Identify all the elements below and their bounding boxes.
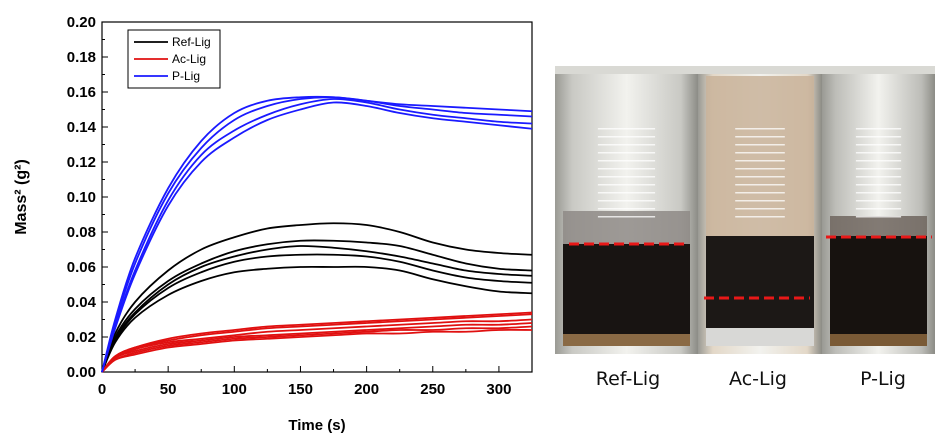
y-tick-label: 0.20 [67, 14, 96, 31]
series-line-ac-lig [101, 328, 533, 373]
graduation-mark [855, 192, 902, 194]
graduation-mark [735, 200, 785, 202]
chart-axes: 0.00 0.02 0.04 0.06 0.08 0.10 0.12 0.14 0.16 0.18… [67, 14, 533, 398]
graduation-mark [735, 128, 785, 130]
series-ref-lig [101, 222, 533, 373]
series-line-ref-lig [101, 253, 533, 373]
graduation-mark [597, 192, 656, 194]
legend-label: Ref-Lig [172, 35, 211, 49]
series-line-p-lig [101, 101, 533, 373]
graduation-mark [735, 208, 785, 210]
x-tick-label: 150 [288, 381, 313, 398]
series-p-lig [101, 95, 533, 373]
photo-label-ref-lig: Ref-Lig [595, 368, 661, 390]
y-tick-label: 0.00 [67, 364, 96, 381]
y-tick-label: 0.12 [67, 154, 96, 171]
graduation-mark [855, 176, 902, 178]
graduation-mark [735, 168, 785, 170]
y-tick-label: 0.16 [67, 84, 96, 101]
graduation-mark [855, 208, 902, 210]
series-ac-lig [101, 311, 533, 373]
x-tick-label: 50 [160, 381, 177, 398]
x-tick-label: 100 [222, 381, 247, 398]
graduation-mark [597, 168, 656, 170]
chart-legend: Ref-Lig Ac-Lig P-Lig [127, 29, 221, 89]
x-tick-label: 0 [98, 381, 106, 398]
series-line-ref-lig [101, 245, 533, 373]
graduation-mark [597, 184, 656, 186]
series-line-p-lig [101, 96, 533, 373]
x-tick-label: 250 [420, 381, 445, 398]
photo-p-lig-beaker [822, 66, 935, 354]
graduation-mark [855, 136, 902, 138]
y-tick-label: 0.04 [67, 294, 97, 311]
graduation-mark [597, 152, 656, 154]
chart-series [101, 95, 533, 373]
photo-ac-lig-beaker [698, 66, 822, 354]
series-line-p-lig [101, 98, 533, 373]
graduation-mark [855, 128, 902, 130]
graduation-mark [735, 136, 785, 138]
series-line-ac-lig [101, 325, 533, 373]
graduation-mark [597, 208, 656, 210]
dark-liquid [830, 236, 927, 334]
graduation-mark [735, 192, 785, 194]
graduation-mark [855, 144, 902, 146]
graduation-mark [735, 184, 785, 186]
series-line-ref-lig [101, 239, 533, 373]
graduation-mark [735, 160, 785, 162]
bottom-sediment [830, 334, 927, 346]
x-tick-label: 200 [354, 381, 379, 398]
graduation-mark [597, 144, 656, 146]
legend-box [127, 29, 221, 89]
legend-label: Ac-Lig [172, 52, 206, 66]
series-line-ac-lig [101, 313, 533, 373]
legend-label: P-Lig [172, 69, 200, 83]
series-line-ac-lig [101, 318, 533, 373]
x-tick-label: 300 [486, 381, 511, 398]
graduation-mark [855, 152, 902, 154]
y-tick-label: 0.02 [67, 329, 96, 346]
photo-label-ac-lig: Ac-Lig [729, 368, 787, 390]
dark-liquid [563, 244, 690, 334]
bottom-sediment [706, 328, 814, 346]
graduation-mark [855, 184, 902, 186]
series-line-ref-lig [101, 222, 533, 373]
graduation-mark [597, 160, 656, 162]
graduation-mark [855, 216, 902, 218]
y-tick-label: 0.06 [67, 259, 96, 276]
photo-ref-lig-beaker [555, 66, 698, 354]
graduation-mark [735, 152, 785, 154]
graduation-mark [597, 176, 656, 178]
beaker-illustration [555, 66, 698, 346]
beaker-illustration [698, 66, 822, 346]
y-tick-label: 0.08 [67, 224, 96, 241]
upper-material [706, 76, 814, 236]
x-axis-label: Time (s) [288, 417, 345, 434]
upper-material [563, 211, 690, 244]
photo-label-p-lig: P-Lig [860, 368, 906, 390]
beaker-illustration [822, 66, 935, 346]
upper-material [830, 216, 927, 236]
graduation-mark [855, 200, 902, 202]
y-tick-label: 0.18 [67, 49, 96, 66]
graduation-mark [597, 128, 656, 130]
graduation-mark [597, 216, 656, 218]
series-line-ref-lig [101, 265, 533, 373]
graduation-mark [855, 168, 902, 170]
y-tick-label: 0.14 [67, 119, 97, 136]
dark-liquid [706, 236, 814, 328]
graduation-mark [597, 136, 656, 138]
y-tick-label: 0.10 [67, 189, 96, 206]
graduation-mark [735, 144, 785, 146]
graduation-mark [855, 160, 902, 162]
series-line-ac-lig [101, 322, 533, 373]
graduation-mark [597, 200, 656, 202]
graduation-mark [735, 176, 785, 178]
y-axis-label: Mass² (g²) [13, 159, 30, 235]
bottom-sediment [563, 334, 690, 346]
graduation-mark [735, 216, 785, 218]
series-line-p-lig [101, 95, 533, 373]
